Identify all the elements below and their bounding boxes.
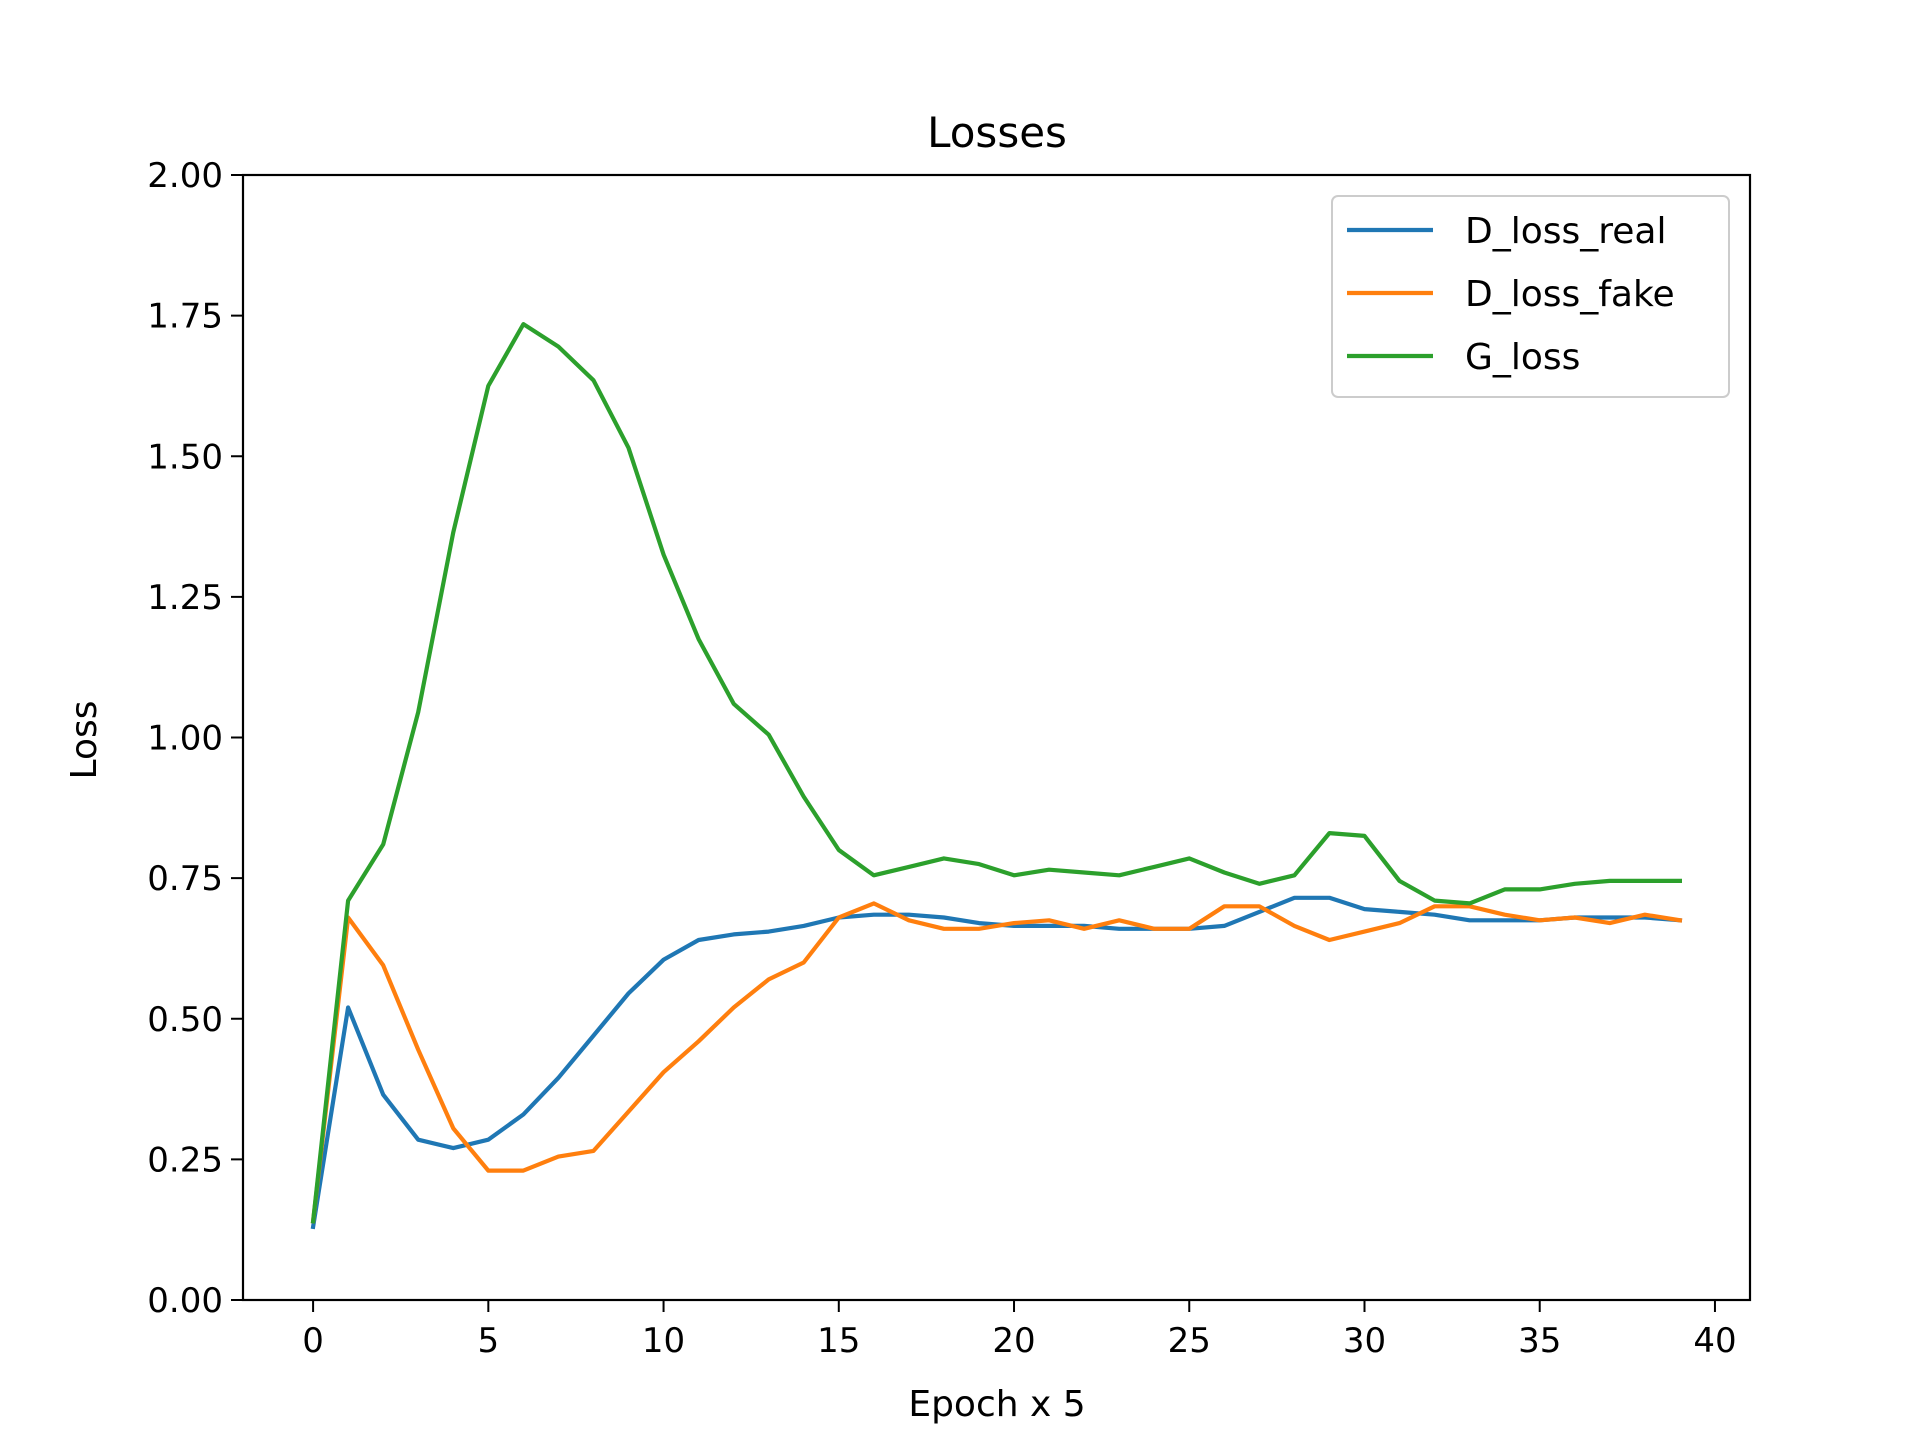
y-tick-label: 0.75 [147,859,223,899]
legend-box [1331,195,1730,398]
x-tick-label: 40 [1693,1321,1736,1361]
y-tick-label: 1.75 [147,297,223,337]
legend: D_loss_real D_loss_fake G_loss [1331,195,1730,398]
x-axis-label: Epoch x 5 [908,1384,1085,1425]
x-tick-label: 15 [817,1321,860,1361]
x-tick-label: 20 [992,1321,1035,1361]
x-tick-label: 0 [302,1321,324,1361]
x-tick-label: 25 [1168,1321,1211,1361]
y-tick-label: 0.00 [147,1281,223,1321]
legend-label: D_loss_fake [1465,274,1675,315]
y-tick-label: 2.00 [147,156,223,196]
x-tick-label: 5 [478,1321,500,1361]
series-layer [310,322,1683,1230]
y-tick-label: 0.50 [147,1000,223,1040]
y-tick-label: 1.25 [147,578,223,618]
series-line-d-loss-fake [310,901,1683,1224]
legend-label: G_loss [1465,337,1580,378]
chart-title: Losses [927,108,1067,157]
series-line-g-loss [310,322,1683,1224]
legend-label: D_loss_real [1465,211,1666,252]
y-tick-label: 1.50 [147,437,223,477]
y-tick-label: 0.25 [147,1140,223,1180]
x-tick-label: 30 [1343,1321,1386,1361]
y-axis: 0.00 0.25 0.50 0.75 1.00 1.25 1.50 1.75 2.00 [147,156,243,1321]
y-tick-label: 1.00 [147,719,223,759]
x-axis: 0 5 10 15 20 25 30 35 40 [302,1300,1737,1361]
y-axis-label: Loss [64,701,105,780]
x-tick-label: 10 [642,1321,685,1361]
x-tick-label: 35 [1518,1321,1561,1361]
